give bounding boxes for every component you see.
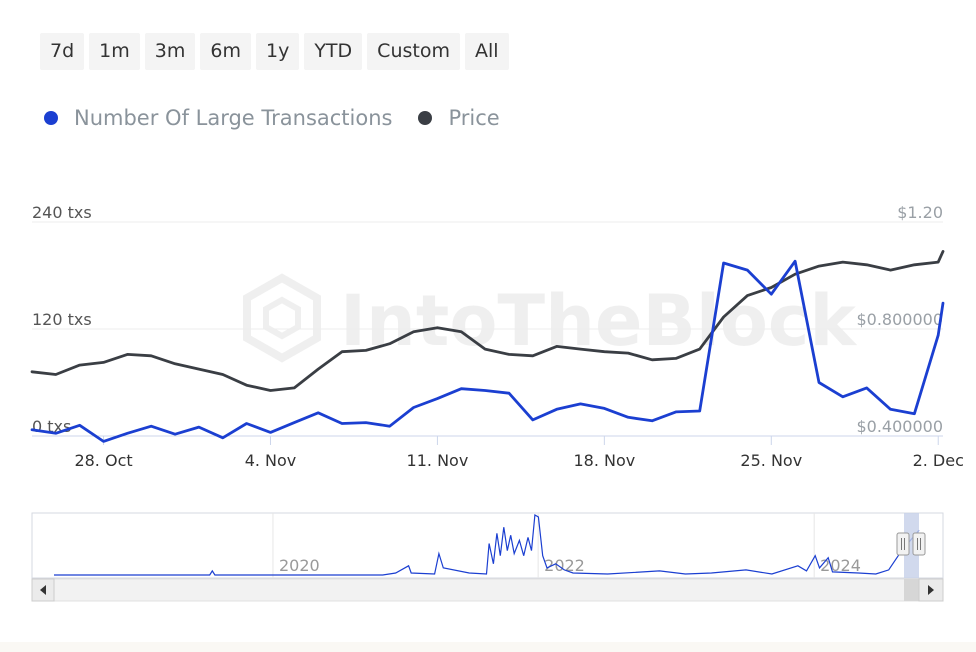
range-all-button[interactable]: All bbox=[464, 33, 509, 70]
navigator-year-label: 2020 bbox=[279, 556, 320, 575]
navigator-year-label: 2024 bbox=[820, 556, 861, 575]
range-7d-button[interactable]: 7d bbox=[40, 33, 85, 70]
navigator-year-label: 2022 bbox=[544, 556, 585, 575]
navigator: 2020 2022 2024 bbox=[31, 512, 944, 579]
range-3m-button[interactable]: 3m bbox=[144, 33, 196, 70]
watermark-logo-icon bbox=[243, 273, 321, 363]
legend-item-large-transactions[interactable]: Number Of Large Transactions bbox=[44, 106, 392, 130]
right-axis-tick-label: $0.400000 bbox=[856, 417, 943, 436]
range-1y-button[interactable]: 1y bbox=[255, 33, 300, 70]
scrollbar[interactable] bbox=[31, 578, 944, 602]
navigator-grid: 2020 2022 2024 bbox=[272, 513, 861, 578]
left-axis-tick-label: 120 txs bbox=[32, 310, 92, 329]
legend-dot-price bbox=[418, 111, 433, 125]
range-6m-button[interactable]: 6m bbox=[200, 33, 251, 70]
series-line-price bbox=[30, 249, 945, 392]
x-axis-tick-label: 25. Nov bbox=[740, 451, 802, 470]
scroll-right-arrow-icon bbox=[928, 585, 934, 595]
navigator-right-handle[interactable] bbox=[912, 532, 926, 556]
right-axis-tick-label: $1.20 bbox=[897, 203, 943, 222]
grid bbox=[32, 221, 943, 330]
x-axis-tick-label: 28. Oct bbox=[74, 451, 132, 470]
scrollbar-track[interactable] bbox=[31, 578, 944, 602]
x-axis: 28. Oct 4. Nov 11. Nov 18. Nov 25. Nov 2. Dec bbox=[32, 435, 964, 470]
range-1m-button[interactable]: 1m bbox=[89, 33, 140, 70]
page-footer-band bbox=[0, 642, 976, 652]
navigator-series-line bbox=[54, 514, 920, 576]
legend-dot-large-transactions bbox=[44, 111, 58, 125]
x-axis-tick-label: 18. Nov bbox=[573, 451, 635, 470]
chart-legend: Number Of Large Transactions Price bbox=[44, 106, 500, 130]
navigator-left-handle[interactable] bbox=[896, 532, 910, 556]
legend-item-price[interactable]: Price bbox=[418, 106, 500, 130]
series bbox=[30, 249, 945, 443]
left-axis-tick-label: 240 txs bbox=[32, 203, 92, 222]
x-axis-tick-label: 11. Nov bbox=[407, 451, 469, 470]
x-axis-tick-label: 2. Dec bbox=[913, 451, 964, 470]
range-ytd-button[interactable]: YTD bbox=[304, 33, 363, 70]
right-axis-tick-label: $0.800000 bbox=[856, 310, 943, 329]
scroll-left-arrow-icon bbox=[40, 585, 46, 595]
navigator-selected-range[interactable] bbox=[904, 513, 919, 578]
series-line-large-transactions bbox=[30, 259, 945, 443]
right-axis: $0.400000 $0.800000 $1.20 bbox=[856, 203, 943, 436]
range-custom-button[interactable]: Custom bbox=[367, 33, 460, 70]
legend-label-price: Price bbox=[448, 106, 500, 130]
x-axis-tick-label: 4. Nov bbox=[245, 451, 297, 470]
legend-label-large-transactions: Number Of Large Transactions bbox=[74, 106, 393, 130]
scrollbar-thumb[interactable] bbox=[904, 579, 919, 601]
range-selector: 7d 1m 3m 6m 1y YTD Custom All bbox=[40, 33, 509, 70]
